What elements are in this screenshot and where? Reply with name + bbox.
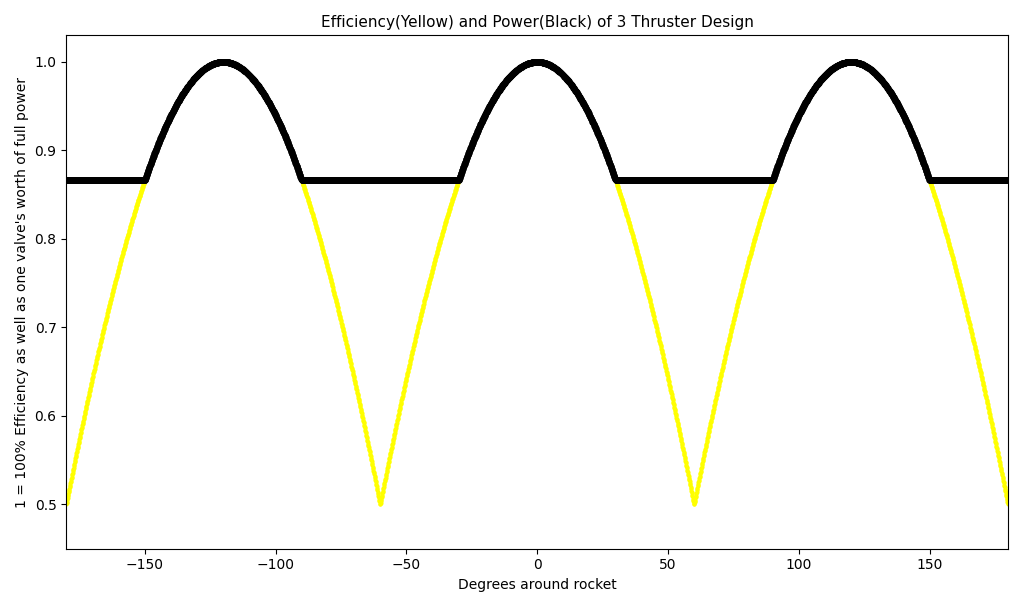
Title: Efficiency(Yellow) and Power(Black) of 3 Thruster Design: Efficiency(Yellow) and Power(Black) of 3… bbox=[320, 15, 754, 30]
Y-axis label: 1 = 100% Efficiency as well as one valve's worth of full power: 1 = 100% Efficiency as well as one valve… bbox=[15, 76, 29, 507]
X-axis label: Degrees around rocket: Degrees around rocket bbox=[457, 578, 617, 592]
